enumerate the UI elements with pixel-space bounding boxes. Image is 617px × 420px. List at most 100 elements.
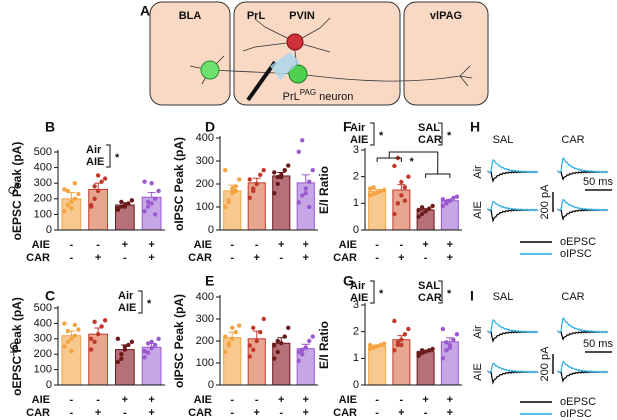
bar — [272, 342, 291, 386]
data-point — [223, 349, 228, 355]
data-point — [381, 187, 387, 193]
optic-fiber — [246, 60, 277, 102]
data-point — [237, 323, 242, 328]
condition-sign: + — [398, 407, 404, 419]
sex-label: ♀ — [4, 333, 24, 363]
condition-sign: - — [230, 239, 234, 251]
condition-sign: + — [95, 407, 101, 419]
condition-sign: - — [123, 407, 127, 419]
data-point — [399, 342, 404, 348]
annotation-bracket — [138, 290, 143, 314]
data-point — [416, 350, 421, 356]
condition-sign: + — [148, 252, 154, 264]
data-point — [92, 319, 97, 325]
data-point — [156, 188, 161, 194]
data-point — [122, 347, 128, 352]
data-point — [119, 356, 124, 362]
y-tick-label: 3 — [353, 299, 359, 311]
data-point — [149, 201, 154, 206]
annotation-text: AIE — [118, 302, 136, 314]
data-point — [251, 347, 256, 352]
y-tick-label: 2 — [353, 326, 359, 338]
data-point — [440, 356, 446, 361]
condition-sign: + — [422, 239, 428, 251]
condition-sign: + — [447, 407, 453, 419]
trace — [557, 361, 609, 374]
data-point — [95, 331, 101, 337]
data-point — [152, 342, 158, 348]
data-point — [300, 138, 305, 143]
panel-label: A — [140, 3, 150, 19]
data-point — [62, 209, 67, 214]
condition-sign: - — [279, 407, 283, 419]
light-cone — [270, 52, 300, 80]
annotation-text: AIE — [350, 292, 368, 304]
region-label: PrL — [247, 10, 266, 22]
data-point — [371, 191, 376, 197]
data-point — [226, 341, 231, 346]
condition-sign: - — [70, 394, 74, 406]
trace — [557, 370, 609, 383]
data-point — [381, 341, 387, 346]
y-tick-label: 400 — [34, 317, 52, 329]
data-point — [392, 211, 397, 217]
y-tick-label: 1 — [353, 352, 359, 364]
data-point — [72, 196, 78, 201]
condition-sign: - — [375, 252, 379, 264]
bar — [296, 348, 315, 386]
condition-sign: - — [230, 252, 234, 264]
data-point — [367, 346, 373, 352]
data-point — [296, 358, 301, 363]
trace — [487, 170, 539, 183]
condition-sign: + — [447, 239, 453, 251]
data-point — [92, 339, 97, 345]
data-point — [447, 345, 453, 350]
data-point — [223, 168, 228, 173]
condition-sign: + — [303, 252, 309, 264]
data-point — [92, 196, 97, 201]
data-point — [72, 322, 78, 328]
y-tick-label: 300 — [34, 333, 52, 345]
condition-name: CAR — [26, 252, 50, 264]
data-point — [426, 348, 432, 353]
condition-sign: - — [400, 394, 404, 406]
condition-sign: - — [230, 394, 234, 406]
data-point — [62, 344, 67, 349]
data-point — [419, 205, 425, 210]
data-point — [371, 345, 376, 350]
data-point — [233, 184, 238, 189]
data-point — [279, 341, 284, 346]
data-point — [95, 188, 101, 194]
data-point — [119, 204, 124, 209]
condition-sign: - — [70, 252, 74, 264]
y-tick-label: 100 — [34, 364, 52, 376]
data-point — [430, 346, 435, 352]
significance-mark: * — [147, 298, 152, 310]
condition-sign: - — [255, 394, 259, 406]
data-point — [447, 198, 453, 203]
data-point — [247, 343, 252, 348]
trace-column-label: SAL — [493, 291, 514, 303]
data-point — [303, 186, 308, 191]
y-tick-label: 0 — [208, 224, 214, 236]
condition-sign: - — [230, 407, 234, 419]
significance-mark: * — [379, 288, 384, 300]
significance-mark: * — [115, 152, 120, 164]
data-point — [92, 184, 97, 189]
prl-pag-neuron — [288, 64, 308, 84]
data-point — [142, 179, 147, 184]
data-point — [258, 172, 263, 177]
data-point — [88, 336, 94, 341]
bar — [115, 349, 135, 386]
annotation-text: Air — [350, 122, 366, 134]
annotation-text: Air — [350, 280, 366, 292]
data-point — [247, 177, 252, 182]
data-point — [99, 324, 104, 329]
panel-label: F — [343, 119, 352, 135]
data-point — [399, 179, 404, 185]
scale-label: 50 ms — [583, 176, 613, 188]
condition-name: CAR — [188, 252, 212, 264]
y-axis-label: oIPSC Peak (pA) — [172, 294, 186, 388]
panel-label: C — [45, 288, 55, 304]
